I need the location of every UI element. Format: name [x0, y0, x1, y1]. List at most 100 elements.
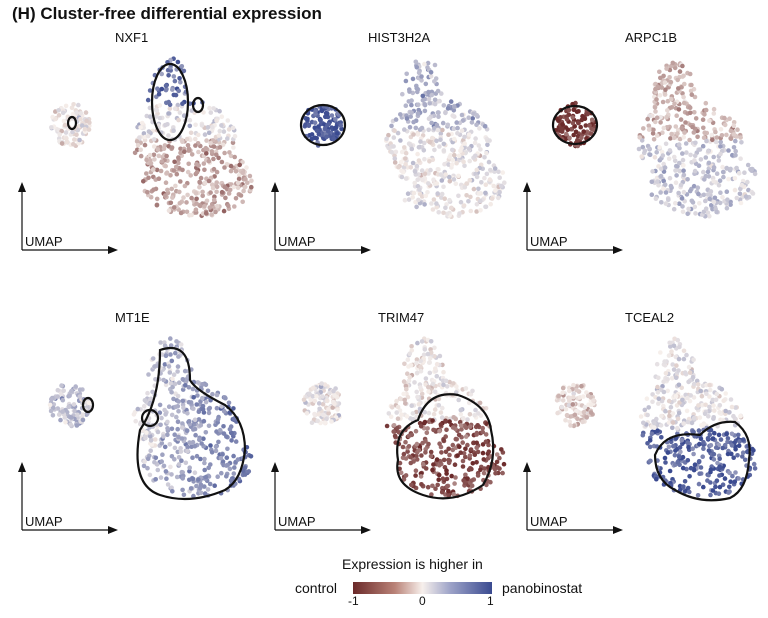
cell-point: [226, 400, 232, 406]
cell-point: [671, 367, 677, 372]
cell-point: [430, 418, 435, 423]
cell-point: [64, 136, 69, 141]
cell-point: [661, 125, 667, 131]
cell-point: [500, 170, 506, 175]
cell-point: [178, 210, 184, 216]
cell-point: [581, 129, 586, 134]
cell-point: [465, 476, 470, 481]
cell-point: [426, 127, 431, 133]
cell-point: [450, 442, 456, 448]
cell-point: [163, 412, 168, 417]
cell-point: [672, 154, 677, 160]
cell-point: [728, 479, 733, 484]
cell-point: [384, 423, 390, 429]
cell-point: [86, 400, 92, 406]
cell-point: [326, 121, 331, 127]
cell-point: [164, 153, 169, 159]
cell-point: [147, 114, 153, 119]
cell-point: [176, 88, 181, 94]
cell-point: [172, 432, 177, 437]
cell-point: [661, 379, 666, 384]
cell-point: [701, 439, 706, 445]
cell-point: [493, 188, 498, 193]
cell-point: [180, 101, 185, 106]
cell-point: [435, 88, 441, 94]
cell-point: [194, 161, 199, 167]
cell-point: [154, 202, 160, 208]
cell-point: [172, 106, 178, 111]
cell-point: [665, 108, 670, 113]
cell-point: [697, 471, 702, 476]
cell-point: [478, 208, 483, 213]
cell-point: [644, 396, 650, 401]
cell-point: [208, 110, 214, 115]
cell-point: [724, 431, 729, 437]
cell-point: [649, 192, 655, 197]
cell-point: [678, 117, 684, 122]
cell-point: [653, 109, 658, 114]
cell-point: [727, 484, 732, 490]
cell-point: [463, 386, 469, 391]
cell-point: [499, 447, 504, 452]
cell-point: [572, 124, 577, 129]
cell-point: [167, 106, 173, 111]
cell-point: [451, 381, 456, 386]
cell-point: [419, 194, 425, 199]
cell-point: [190, 476, 196, 482]
cell-point: [153, 437, 158, 442]
cell-point: [167, 442, 173, 447]
cell-point: [682, 370, 688, 375]
cell-point: [434, 361, 440, 367]
cell-point: [146, 175, 151, 181]
cell-point: [455, 453, 460, 458]
cell-point: [319, 381, 324, 386]
cell-point: [77, 387, 83, 392]
cell-point: [169, 485, 174, 490]
color-bar: [353, 582, 492, 594]
cell-point: [423, 193, 429, 199]
umap-axes: [526, 470, 615, 531]
cell-point: [315, 418, 320, 424]
cell-point: [672, 65, 678, 71]
cell-point: [172, 381, 178, 387]
cell-point: [661, 186, 666, 191]
cell-point: [413, 59, 419, 65]
cell-point: [198, 482, 204, 487]
cell-point: [71, 102, 76, 107]
cell-point: [409, 403, 414, 408]
cell-point: [731, 123, 737, 128]
cell-point: [486, 442, 491, 448]
cell-point: [482, 466, 487, 471]
cell-point: [718, 144, 723, 149]
cell-point: [474, 167, 480, 173]
cell-point: [202, 456, 207, 462]
cell-point: [168, 464, 173, 470]
cell-point: [722, 476, 728, 481]
cell-point: [399, 149, 405, 155]
cell-point: [187, 465, 192, 470]
cell-point: [165, 419, 170, 425]
cell-point: [441, 369, 446, 375]
cell-point: [423, 81, 429, 87]
cell-point: [326, 411, 331, 416]
cell-point: [646, 123, 652, 129]
cell-point: [430, 467, 435, 473]
cell-point: [176, 117, 181, 123]
cell-point: [415, 151, 420, 157]
cell-point: [710, 137, 715, 143]
cell-point: [169, 390, 174, 395]
cell-point: [701, 192, 707, 198]
cell-point: [147, 472, 153, 478]
cell-point: [640, 144, 646, 150]
cell-point: [420, 461, 426, 467]
cell-point: [556, 393, 562, 399]
cell-point: [133, 418, 138, 424]
cell-point: [180, 476, 185, 481]
cell-point: [700, 143, 706, 149]
cell-point: [460, 440, 465, 445]
cell-point: [447, 419, 452, 424]
cell-point: [466, 146, 472, 151]
cell-point: [696, 403, 701, 408]
cell-point: [388, 414, 394, 419]
cell-point: [638, 414, 644, 419]
